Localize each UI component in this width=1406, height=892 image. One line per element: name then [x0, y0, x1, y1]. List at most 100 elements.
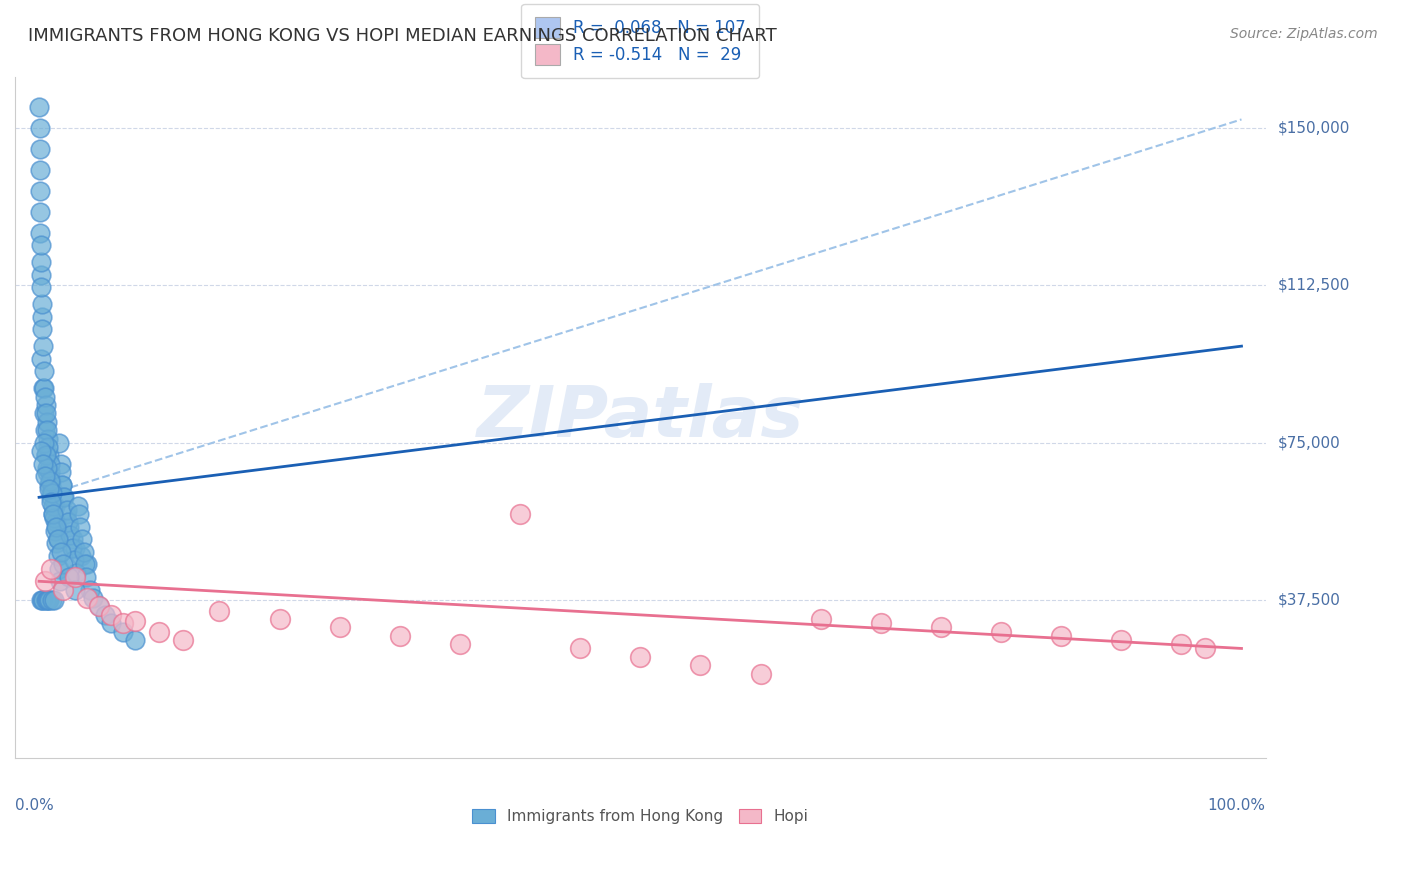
Point [51, 477, 73, 491]
Point [53, 491, 76, 505]
Point [37, 432, 59, 446]
Point [55, 503, 77, 517]
Point [52, 558, 75, 572]
Point [1194, 641, 1216, 656]
Point [449, 637, 471, 651]
Point [35, 406, 58, 420]
Point [34, 381, 56, 395]
Point [46, 533, 69, 547]
Point [37, 593, 59, 607]
Point [28, 142, 51, 156]
Point [45, 536, 67, 550]
Point [73, 558, 96, 572]
Point [58, 519, 80, 533]
Point [112, 624, 135, 639]
Point [31, 457, 53, 471]
Point [35, 448, 58, 462]
Point [39, 562, 62, 576]
Point [30, 280, 52, 294]
Point [72, 545, 94, 559]
Point [35, 593, 58, 607]
Text: $150,000: $150,000 [1278, 120, 1350, 136]
Point [62, 533, 84, 547]
Point [148, 624, 170, 639]
Point [39, 491, 62, 505]
Point [34, 398, 56, 412]
Point [48, 562, 70, 576]
Point [628, 649, 651, 664]
Point [34, 574, 56, 589]
Point [38, 477, 60, 491]
Point [32, 435, 55, 450]
Point [42, 511, 65, 525]
Point [38, 448, 60, 462]
Point [388, 629, 411, 643]
Point [32, 593, 55, 607]
Point [31, 297, 53, 311]
Point [689, 658, 711, 673]
Point [124, 633, 146, 648]
Point [49, 574, 72, 589]
Point [48, 435, 70, 450]
Point [30, 351, 52, 366]
Text: 100.0%: 100.0% [1208, 798, 1265, 814]
Text: $112,500: $112,500 [1278, 277, 1350, 293]
Point [124, 614, 146, 628]
Point [66, 499, 89, 513]
Point [45, 519, 67, 533]
Point [41, 482, 63, 496]
Point [35, 448, 58, 462]
Text: Source: ZipAtlas.com: Source: ZipAtlas.com [1230, 27, 1378, 41]
Point [75, 570, 97, 584]
Point [28, 162, 51, 177]
Point [65, 566, 87, 580]
Point [52, 491, 75, 505]
Point [42, 499, 65, 513]
Point [94, 607, 117, 622]
Point [30, 268, 52, 282]
Point [112, 616, 135, 631]
Point [32, 364, 55, 378]
Point [46, 533, 69, 547]
Point [89, 599, 111, 614]
Point [929, 620, 952, 634]
Point [1050, 629, 1073, 643]
Point [35, 415, 58, 429]
Point [52, 582, 75, 597]
Point [42, 593, 65, 607]
Point [100, 616, 122, 631]
Point [37, 440, 59, 454]
Point [31, 381, 53, 395]
Point [45, 516, 67, 530]
Point [990, 624, 1012, 639]
Point [39, 494, 62, 508]
Text: 0.0%: 0.0% [15, 798, 53, 814]
Point [30, 444, 52, 458]
Point [55, 507, 77, 521]
Point [89, 599, 111, 614]
Point [31, 322, 53, 336]
Point [30, 255, 52, 269]
Point [63, 541, 86, 555]
Text: $75,000: $75,000 [1278, 435, 1341, 450]
Point [41, 486, 63, 500]
Point [51, 465, 73, 479]
Point [1109, 633, 1132, 648]
Point [37, 461, 59, 475]
Point [34, 390, 56, 404]
Point [46, 549, 69, 563]
Point [39, 474, 62, 488]
Point [42, 507, 65, 521]
Point [70, 549, 93, 563]
Point [49, 545, 72, 559]
Point [41, 486, 63, 500]
Point [749, 666, 772, 681]
Point [41, 593, 63, 607]
Point [34, 469, 56, 483]
Point [1170, 637, 1192, 651]
Point [44, 499, 66, 513]
Point [67, 507, 90, 521]
Point [56, 516, 79, 530]
Point [28, 120, 51, 135]
Point [31, 310, 53, 324]
